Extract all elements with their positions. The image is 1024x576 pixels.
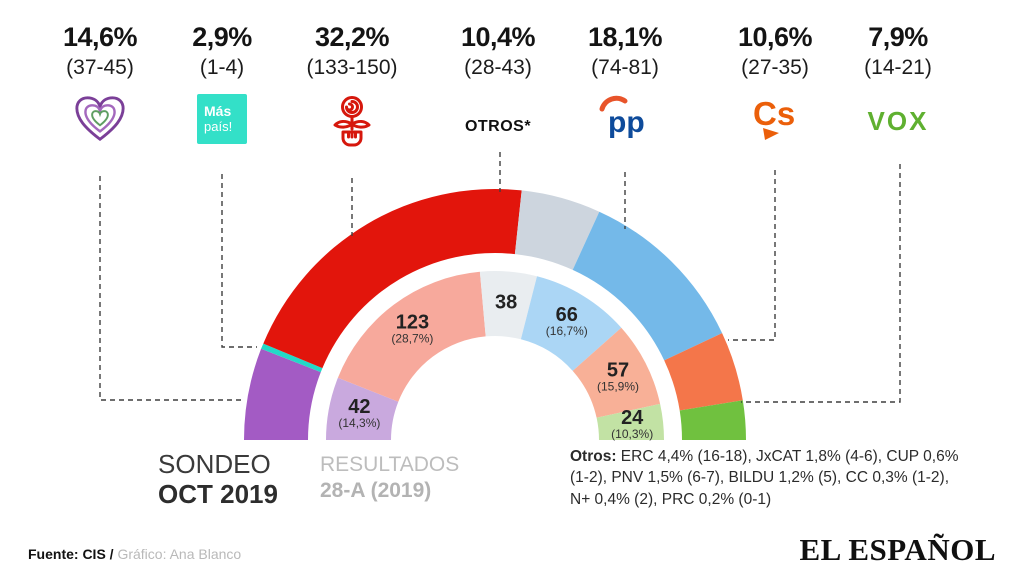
party-pct: 7,9% [868, 22, 928, 52]
party-pct: 14,6% [62, 22, 138, 52]
connector-line [728, 170, 776, 341]
inner-pct-label: (16,7%) [546, 324, 588, 338]
arc-segment-m-s-pa-s [261, 343, 323, 373]
source-name: Fuente: CIS / [28, 546, 114, 562]
arc-segment-otros [479, 271, 537, 340]
connector-line [221, 174, 257, 348]
otros-footnote-prefix: Otros: [570, 448, 617, 465]
inner-seats-label: 24 [621, 407, 644, 429]
mas-pais-logo-text: país! [204, 118, 233, 134]
inner-pct-label: (14,3%) [338, 416, 380, 430]
pp-gull-icon: pp [599, 95, 645, 138]
otros-label-group: OTROS* [413, 94, 583, 152]
arc-segment-psoe [337, 271, 486, 402]
party-column-pp: 18,1% (74-81) pp [540, 22, 710, 152]
party-column-mas-pais: 2,9% (1-4) Más país! [137, 22, 307, 152]
resultados-line1: RESULTADOS [320, 453, 460, 476]
arc-segment-otros [514, 190, 600, 270]
party-column-unidas-podemos: 14,6% (37-45) [15, 22, 185, 152]
arc-segment-ciudadanos [664, 333, 743, 411]
arc-segment-unidas-podemos [326, 377, 399, 440]
inner-seats-label: 42 [348, 396, 370, 418]
arc-segment-vox [596, 403, 664, 440]
party-seats-range: (37-45) [66, 56, 134, 79]
inner-seats-label: 38 [495, 292, 517, 314]
mas-pais-logo-text: Más [204, 103, 232, 120]
resultados-label: RESULTADOS 28-A (2019) [320, 452, 459, 505]
party-seats-range: (27-35) [741, 56, 809, 79]
vox-logo-icon: VOX [813, 94, 983, 152]
arc-segment-ciudadanos [572, 327, 661, 418]
party-pct: 2,9% [192, 22, 252, 52]
party-seats-range: (28-43) [464, 56, 532, 79]
sondeo-line2: OCT 2019 [158, 478, 278, 509]
cs-logo-icon: Cs [690, 94, 860, 152]
party-pct: 10,6% [737, 22, 813, 52]
otros-footnote-text: ERC 4,4% (16-18), JxCAT 1,8% (4-6), CUP … [570, 448, 959, 508]
header-row: 14,6% (37-45) 2,9% (1-4) Más país! 32,2%… [0, 0, 1024, 180]
inner-pct-label: (15,9%) [597, 379, 639, 393]
cs-logo-text: Cs [753, 95, 795, 132]
inner-seats-label: 57 [607, 359, 629, 381]
arc-segment-psoe [263, 188, 522, 369]
inner-pct-label: (28,7%) [391, 332, 433, 346]
party-column-otros: 10,4% (28-43) OTROS* [413, 22, 583, 152]
inner-seats-label: 123 [396, 312, 429, 334]
arc-segment-unidas-podemos [243, 348, 321, 440]
unidas-podemos-heart-icon [15, 94, 185, 152]
party-pct: 10,4% [460, 22, 536, 52]
arc-segment-pp [572, 211, 723, 361]
pp-logo-icon: pp [540, 94, 710, 152]
otros-label: OTROS* [464, 118, 532, 135]
party-seats-range: (133-150) [306, 56, 398, 79]
graphic-credit: Gráfico: Ana Blanco [113, 546, 242, 562]
inner-seats-label: 66 [556, 304, 578, 326]
mas-pais-logo-icon: Más país! [137, 94, 307, 152]
connector-line [99, 176, 245, 401]
source-credit: Fuente: CIS / Gráfico: Ana Blanco [28, 546, 241, 562]
vox-logo-text: VOX [867, 106, 929, 136]
party-column-ciudadanos: 10,6% (27-35) Cs [690, 22, 860, 152]
arc-segment-pp [520, 276, 622, 371]
inner-pct-label: (10,3%) [611, 427, 653, 441]
cs-text-icon: Cs [753, 95, 795, 140]
sondeo-line1: SONDEO [158, 449, 271, 479]
sondeo-label: SONDEO OCT 2019 [158, 449, 278, 510]
party-seats-range: (14-21) [864, 56, 932, 79]
otros-footnote: Otros: ERC 4,4% (16-18), JxCAT 1,8% (4-6… [570, 446, 962, 510]
psoe-rose-icon [267, 94, 437, 152]
resultados-line2: 28-A (2019) [320, 479, 432, 503]
brand-logo: EL ESPAÑOL [799, 532, 996, 567]
rose-fist-icon [333, 96, 371, 147]
connector-line [741, 164, 901, 403]
party-seats-range: (74-81) [591, 56, 659, 79]
pp-logo-text: pp [608, 106, 645, 138]
party-column-psoe: 32,2% (133-150) [267, 22, 437, 152]
party-seats-range: (1-4) [199, 56, 245, 79]
party-column-vox: 7,9% (14-21) VOX [813, 22, 983, 152]
mas-pais-logo-box: Más país! [197, 94, 247, 144]
party-pct: 18,1% [587, 22, 663, 52]
arc-segment-vox [679, 400, 746, 440]
heart-icon [75, 96, 125, 142]
party-pct: 32,2% [314, 22, 390, 52]
